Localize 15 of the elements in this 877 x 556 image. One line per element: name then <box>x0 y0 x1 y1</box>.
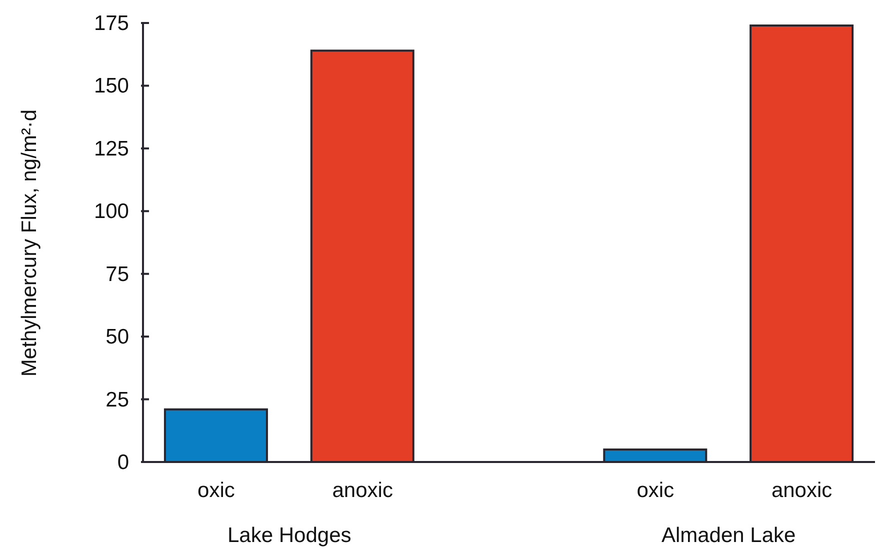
y-tick-label: 75 <box>106 262 129 286</box>
y-tick-label: 0 <box>117 451 129 474</box>
y-tick-label: 50 <box>106 326 129 349</box>
y-tick-label: 150 <box>94 74 129 98</box>
x-tick-label: oxic <box>636 478 674 502</box>
y-tick-label: 125 <box>94 137 129 160</box>
x-tick-label: oxic <box>198 478 235 502</box>
text: Lake Hodges <box>228 524 352 548</box>
x-tick-label: anoxic <box>771 478 832 502</box>
y-tick-label: 100 <box>94 200 129 224</box>
y-axis-title: Methylmercury Flux, ng/m²·d <box>18 108 42 376</box>
y-tick-label: 175 <box>94 12 129 35</box>
text: Almaden Lake <box>661 524 796 548</box>
x-tick-label: anoxic <box>332 478 393 502</box>
y-tick-label: 25 <box>106 388 129 412</box>
